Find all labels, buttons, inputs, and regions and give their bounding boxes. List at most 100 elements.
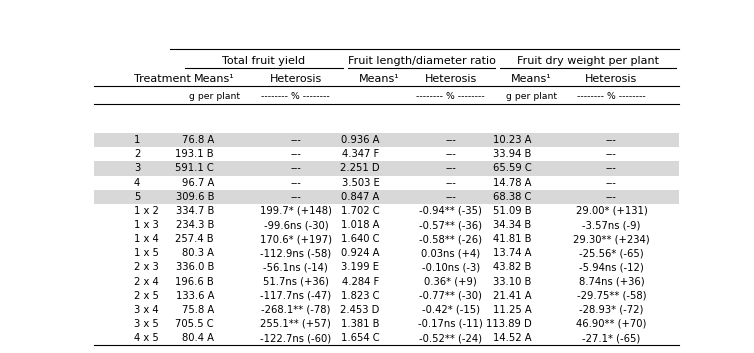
Text: 2 x 4: 2 x 4 (134, 276, 159, 287)
Text: -0.57** (-36): -0.57** (-36) (419, 220, 483, 230)
Text: ---: --- (446, 149, 456, 159)
Text: ---: --- (290, 178, 302, 187)
Text: 51.7ns (+36): 51.7ns (+36) (263, 276, 329, 287)
Text: 1 x 2: 1 x 2 (134, 206, 159, 216)
Text: -56.1ns (-14): -56.1ns (-14) (263, 262, 328, 273)
Text: -0.58** (-26): -0.58** (-26) (419, 234, 483, 244)
Text: 68.38 C: 68.38 C (493, 192, 532, 202)
Text: Heterosis: Heterosis (585, 74, 638, 84)
Text: 0.924 A: 0.924 A (341, 248, 379, 258)
Text: Means¹: Means¹ (194, 74, 234, 84)
FancyBboxPatch shape (94, 161, 679, 175)
Text: 10.23 A: 10.23 A (493, 135, 532, 145)
Text: 199.7* (+148): 199.7* (+148) (260, 206, 332, 216)
Text: 2 x 5: 2 x 5 (134, 291, 159, 301)
Text: 1: 1 (134, 135, 140, 145)
Text: 591.1 C: 591.1 C (175, 163, 214, 173)
Text: ---: --- (606, 135, 617, 145)
Text: -------- % --------: -------- % -------- (416, 92, 485, 101)
Text: ---: --- (606, 149, 617, 159)
Text: ---: --- (446, 178, 456, 187)
Text: Means¹: Means¹ (359, 74, 400, 84)
Text: 336.0 B: 336.0 B (176, 262, 214, 273)
Text: -------- % --------: -------- % -------- (262, 92, 330, 101)
Text: -------- % --------: -------- % -------- (577, 92, 645, 101)
Text: ---: --- (446, 135, 456, 145)
Text: 3 x 4: 3 x 4 (134, 305, 158, 315)
Text: 4.284 F: 4.284 F (342, 276, 379, 287)
Text: 33.94 B: 33.94 B (493, 149, 532, 159)
Text: 46.90** (+70): 46.90** (+70) (576, 319, 647, 329)
Text: 4 x 5: 4 x 5 (134, 333, 159, 343)
Text: 1 x 5: 1 x 5 (134, 248, 159, 258)
Text: g per plant: g per plant (506, 92, 557, 101)
Text: 96.7 A: 96.7 A (182, 178, 214, 187)
Text: -28.93* (-72): -28.93* (-72) (579, 305, 644, 315)
Text: 43.82 B: 43.82 B (493, 262, 532, 273)
Text: -117.7ns (-47): -117.7ns (-47) (260, 291, 332, 301)
Text: -5.94ns (-12): -5.94ns (-12) (579, 262, 644, 273)
Text: 2: 2 (134, 149, 140, 159)
FancyBboxPatch shape (94, 133, 679, 147)
Text: 11.25 A: 11.25 A (492, 305, 532, 315)
Text: 196.6 B: 196.6 B (175, 276, 214, 287)
Text: ---: --- (446, 163, 456, 173)
Text: 34.34 B: 34.34 B (493, 220, 532, 230)
Text: Fruit dry weight per plant: Fruit dry weight per plant (517, 56, 659, 66)
Text: 29.30** (+234): 29.30** (+234) (573, 234, 650, 244)
Text: -0.77** (-30): -0.77** (-30) (419, 291, 482, 301)
Text: 0.03ns (+4): 0.03ns (+4) (421, 248, 480, 258)
Text: 193.1 B: 193.1 B (176, 149, 214, 159)
Text: Fruit length/diameter ratio: Fruit length/diameter ratio (348, 56, 495, 66)
Text: 75.8 A: 75.8 A (182, 305, 214, 315)
Text: 170.6* (+197): 170.6* (+197) (260, 234, 332, 244)
Text: -0.94** (-35): -0.94** (-35) (419, 206, 482, 216)
Text: 4: 4 (134, 178, 140, 187)
Text: 309.6 B: 309.6 B (176, 192, 214, 202)
Text: ---: --- (606, 192, 617, 202)
Text: 3.199 E: 3.199 E (342, 262, 379, 273)
Text: Heterosis: Heterosis (270, 74, 322, 84)
Text: -29.75** (-58): -29.75** (-58) (577, 291, 646, 301)
Text: Treatment: Treatment (134, 74, 191, 84)
Text: 1.654 C: 1.654 C (341, 333, 379, 343)
Text: 2 x 3: 2 x 3 (134, 262, 159, 273)
Text: Heterosis: Heterosis (425, 74, 477, 84)
Text: 1.381 B: 1.381 B (341, 319, 379, 329)
Text: ---: --- (606, 178, 617, 187)
Text: -3.57ns (-9): -3.57ns (-9) (582, 220, 641, 230)
Text: 3.503 E: 3.503 E (342, 178, 379, 187)
Text: Means¹: Means¹ (511, 74, 552, 84)
Text: ---: --- (446, 192, 456, 202)
Text: 0.936 A: 0.936 A (341, 135, 379, 145)
Text: 3: 3 (134, 163, 140, 173)
Text: -27.1* (-65): -27.1* (-65) (582, 333, 641, 343)
Text: ---: --- (290, 163, 302, 173)
Text: -112.9ns (-58): -112.9ns (-58) (260, 248, 332, 258)
Text: 1 x 3: 1 x 3 (134, 220, 159, 230)
Text: g per plant: g per plant (188, 92, 240, 101)
Text: 51.09 B: 51.09 B (492, 206, 532, 216)
Text: 4.347 F: 4.347 F (342, 149, 379, 159)
Text: 80.4 A: 80.4 A (182, 333, 214, 343)
FancyBboxPatch shape (94, 190, 679, 204)
Text: 33.10 B: 33.10 B (493, 276, 532, 287)
Text: -0.52** (-24): -0.52** (-24) (419, 333, 483, 343)
Text: 1.018 A: 1.018 A (341, 220, 379, 230)
Text: 113.89 D: 113.89 D (486, 319, 532, 329)
Text: 1.640 C: 1.640 C (341, 234, 379, 244)
Text: 80.3 A: 80.3 A (182, 248, 214, 258)
Text: 76.8 A: 76.8 A (182, 135, 214, 145)
Text: 705.5 C: 705.5 C (176, 319, 214, 329)
Text: 41.81 B: 41.81 B (493, 234, 532, 244)
Text: -0.17ns (-11): -0.17ns (-11) (418, 319, 483, 329)
Text: 1 x 4: 1 x 4 (134, 234, 159, 244)
Text: -268.1** (-78): -268.1** (-78) (261, 305, 330, 315)
Text: 2.453 D: 2.453 D (340, 305, 379, 315)
Text: 0.847 A: 0.847 A (341, 192, 379, 202)
Text: 3 x 5: 3 x 5 (134, 319, 159, 329)
Text: 2.251 D: 2.251 D (340, 163, 379, 173)
Text: ---: --- (290, 135, 302, 145)
Text: ---: --- (290, 149, 302, 159)
Text: -122.7ns (-60): -122.7ns (-60) (260, 333, 332, 343)
